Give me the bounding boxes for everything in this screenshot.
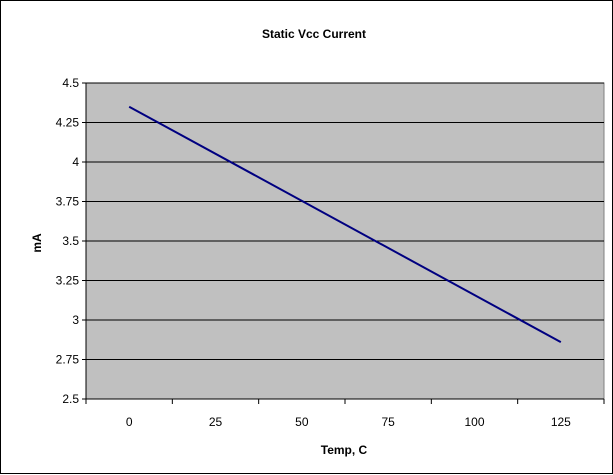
y-tick-label: 2.75 [56, 353, 80, 367]
y-tick-label: 3.75 [56, 195, 80, 209]
y-axis-title: mA [30, 233, 44, 253]
y-tick-label: 4 [72, 155, 79, 169]
x-tick-label: 100 [464, 415, 484, 429]
chart-title: Static Vcc Current [262, 27, 366, 41]
y-tick-label: 4.25 [56, 116, 80, 130]
x-tick-label: 75 [381, 415, 395, 429]
series-line [128, 105, 562, 343]
x-tick-label: 50 [295, 415, 309, 429]
x-tick-label: 25 [209, 415, 223, 429]
y-tick-label: 3.5 [62, 234, 79, 248]
y-tick-label: 4.5 [62, 76, 79, 90]
y-tick-label: 3.25 [56, 274, 80, 288]
y-tick-label: 3 [72, 313, 79, 327]
x-tick-label: 125 [551, 415, 571, 429]
x-axis-title: Temp, C [321, 443, 368, 457]
y-tick-label: 2.5 [62, 392, 79, 406]
x-tick-label: 0 [126, 415, 133, 429]
plot-layer: 2.5 2.75 3 3.25 3.5 3.75 4 4.25 4.5 0 25 50 75 100 125 [56, 76, 605, 429]
